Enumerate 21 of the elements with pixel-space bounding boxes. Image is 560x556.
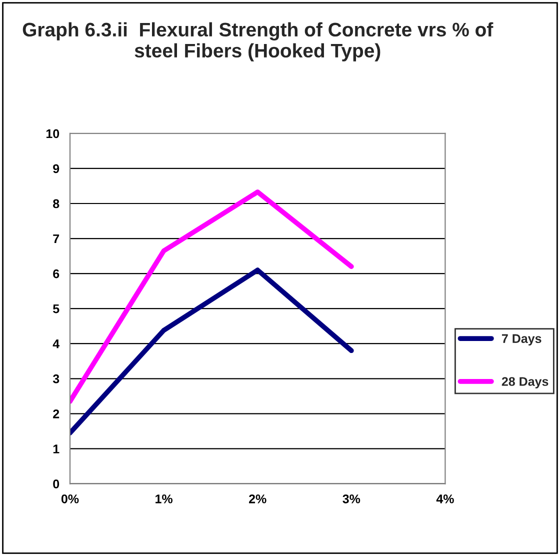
y-tick-label: 8 (53, 199, 60, 208)
y-tick-label: 6 (53, 269, 60, 278)
y-tick-label: 7 (53, 234, 60, 244)
legend-label: 28 Days (502, 377, 548, 388)
y-tick-label: 2 (53, 409, 60, 418)
y-tick-label: 1 (53, 444, 60, 454)
x-tick-label: 0% (61, 494, 79, 504)
chart-title: Graph 6.3.ii Flexural Strength of Concrete vrs % of steel Fibers (Hooked Type) (22, 22, 494, 62)
x-tick-label: 4% (436, 494, 454, 504)
x-tick-label: 1% (156, 494, 173, 504)
line-series (70, 190, 354, 404)
y-tick-label: 4 (52, 340, 60, 348)
y-tick-label: 0 (53, 480, 60, 488)
x-tick-label: 3% (342, 494, 360, 504)
y-tick-label: 10 (46, 129, 60, 138)
legend-label: 7 Days (502, 334, 542, 346)
y-tick-label: 5 (53, 304, 60, 314)
y-tick-label: 9 (53, 164, 60, 174)
y-tick-label: 3 (52, 374, 60, 384)
line-series (70, 268, 354, 436)
x-tick-label: 2% (249, 494, 266, 504)
